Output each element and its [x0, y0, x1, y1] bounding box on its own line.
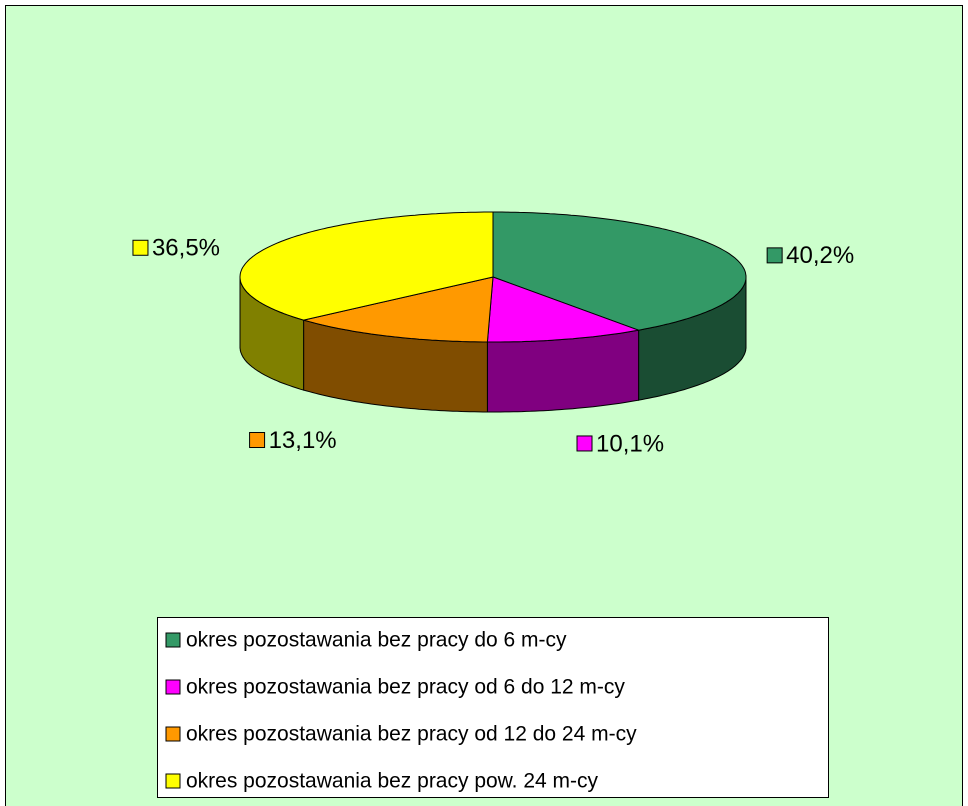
data-label: 10,1%: [596, 430, 664, 457]
legend-label: okres pozostawania bez pracy od 12 do 24…: [186, 723, 637, 746]
label-swatch: [576, 435, 593, 452]
legend-label: okres pozostawania bez pracy od 6 do 12 …: [186, 676, 625, 699]
slice: [303, 276, 494, 343]
data-label: 36,5%: [152, 235, 220, 262]
slice: [486, 276, 641, 343]
slice: [239, 211, 494, 321]
legend-swatch: [165, 679, 181, 695]
slice: [492, 211, 747, 331]
legend-label: okres pozostawania bez pracy pow. 24 m-c…: [186, 770, 599, 793]
legend-swatch: [165, 773, 181, 789]
label-swatch: [766, 247, 783, 264]
label-swatch: [249, 432, 266, 449]
legend-label: okres pozostawania bez pracy do 6 m-cy: [186, 629, 567, 652]
legend-swatch: [165, 632, 181, 648]
legend-swatch: [165, 726, 181, 742]
slice-side: [486, 329, 640, 413]
legend-box: [157, 617, 829, 798]
data-label: 40,2%: [786, 242, 854, 269]
label-swatch: [132, 239, 149, 256]
data-label: 13,1%: [269, 427, 337, 454]
